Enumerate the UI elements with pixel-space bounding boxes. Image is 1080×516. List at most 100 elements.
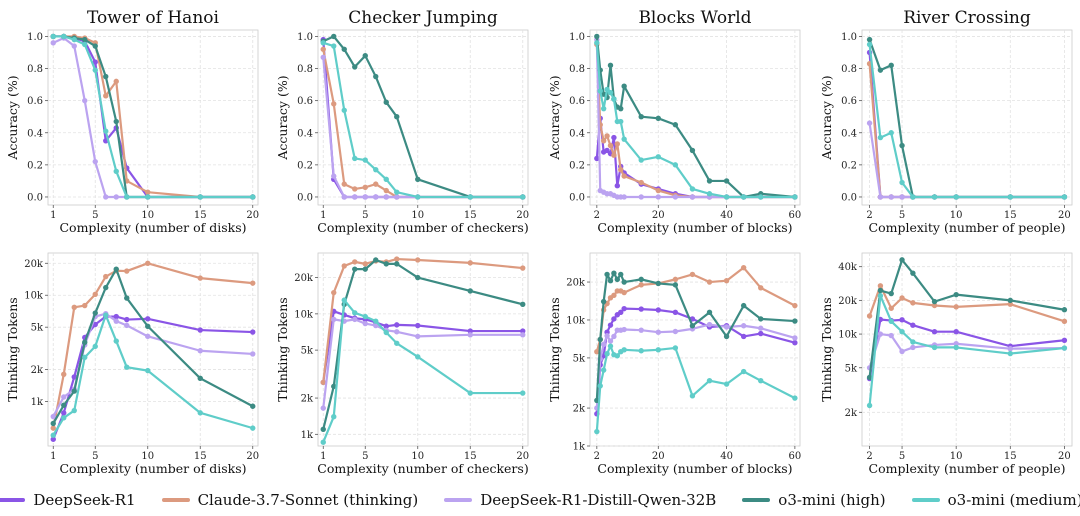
x-tick-label: 20	[1058, 210, 1071, 221]
data-point	[597, 383, 603, 389]
data-point	[341, 107, 347, 113]
data-point	[103, 194, 109, 200]
data-point	[877, 331, 884, 337]
data-point	[638, 282, 644, 288]
y-axis-label: Thinking Tokens	[275, 297, 290, 401]
data-point	[607, 277, 614, 284]
data-point	[607, 322, 614, 328]
data-point	[373, 166, 379, 173]
data-point	[604, 271, 610, 278]
data-point	[866, 374, 873, 381]
data-point	[740, 368, 747, 375]
data-point	[611, 292, 617, 298]
data-point	[672, 282, 679, 288]
data-point	[1007, 297, 1013, 304]
data-point	[931, 328, 938, 335]
data-point	[877, 194, 884, 200]
y-axis-label: Accuracy (%)	[819, 75, 834, 160]
data-point	[877, 67, 884, 73]
series-line	[595, 42, 795, 199]
data-point	[50, 432, 56, 438]
data-point	[92, 310, 98, 316]
data-point	[740, 302, 747, 309]
data-point	[103, 284, 109, 291]
y-tick-label: 5k	[573, 353, 586, 364]
data-point	[621, 289, 627, 296]
data-point	[600, 105, 607, 112]
data-point	[394, 256, 400, 262]
data-point	[910, 339, 916, 345]
data-point	[103, 312, 109, 318]
y-tick-label: 0.4	[27, 128, 43, 139]
data-point	[723, 178, 730, 184]
data-point	[931, 344, 938, 351]
data-point	[792, 335, 798, 341]
x-tick-label: 20	[652, 210, 665, 221]
data-point	[706, 191, 713, 197]
data-point	[792, 395, 798, 401]
data-point	[103, 128, 109, 134]
series-o3-mini-high	[594, 270, 798, 404]
y-axis-label: Accuracy (%)	[5, 75, 20, 160]
x-axis-label: Complexity (number of people)	[869, 220, 1066, 235]
data-point	[600, 138, 607, 144]
plot-area	[589, 29, 801, 206]
data-point	[250, 351, 256, 357]
data-point	[655, 154, 661, 160]
series-o3-mini-medium	[866, 293, 1068, 409]
data-point	[1061, 318, 1068, 325]
data-point	[621, 347, 627, 353]
y-tick-label: 0.2	[297, 160, 313, 171]
x-tick-label: 20	[652, 451, 665, 462]
data-point	[614, 353, 621, 359]
x-tick-label: 60	[789, 451, 802, 462]
data-point	[689, 323, 696, 329]
data-point	[250, 280, 256, 286]
data-point	[758, 377, 764, 384]
x-tick-label: 20	[516, 210, 529, 221]
series-o3-mini-medium	[866, 41, 1068, 200]
data-point	[1061, 307, 1068, 313]
series-o3-mini-medium	[594, 40, 798, 200]
data-point	[672, 345, 679, 351]
data-point	[362, 52, 368, 59]
y-tick-label: 10k	[566, 315, 586, 326]
y-tick-label: 0.8	[841, 64, 857, 75]
y-tick-label: 2k	[31, 365, 44, 376]
data-point	[362, 194, 368, 200]
data-point	[197, 410, 203, 416]
data-point	[467, 288, 473, 294]
data-point	[103, 273, 109, 280]
y-tick-label: 5k	[845, 363, 858, 374]
y-tick-label: 10k	[24, 291, 44, 302]
data-point	[383, 329, 389, 336]
data-point	[394, 261, 400, 267]
data-point	[655, 307, 661, 313]
data-point	[758, 194, 764, 200]
x-tick-label: 15	[1004, 210, 1017, 221]
data-point	[394, 194, 400, 200]
data-point	[341, 194, 347, 200]
y-tick-label: 0.2	[569, 160, 585, 171]
y-tick-label: 0.4	[841, 128, 857, 139]
data-point	[689, 271, 696, 278]
series-o3-mini-medium	[50, 33, 256, 200]
y-tick-label: 0.6	[841, 96, 857, 107]
y-axis-label: Thinking Tokens	[547, 297, 562, 401]
x-axis-label: Complexity (number of blocks)	[597, 220, 792, 235]
data-point	[723, 381, 730, 387]
data-point	[953, 328, 959, 335]
data-point	[92, 158, 98, 165]
x-tick-label: 5	[362, 210, 368, 221]
data-point	[1007, 301, 1013, 307]
data-point	[415, 257, 421, 263]
data-point	[638, 179, 644, 186]
plot-area	[47, 252, 259, 447]
data-point	[910, 194, 916, 200]
x-tick-label: 40	[720, 451, 733, 462]
x-tick-label: 10	[141, 210, 154, 221]
data-point	[113, 318, 119, 324]
data-point	[614, 183, 621, 189]
x-tick-label: 2	[594, 451, 600, 462]
